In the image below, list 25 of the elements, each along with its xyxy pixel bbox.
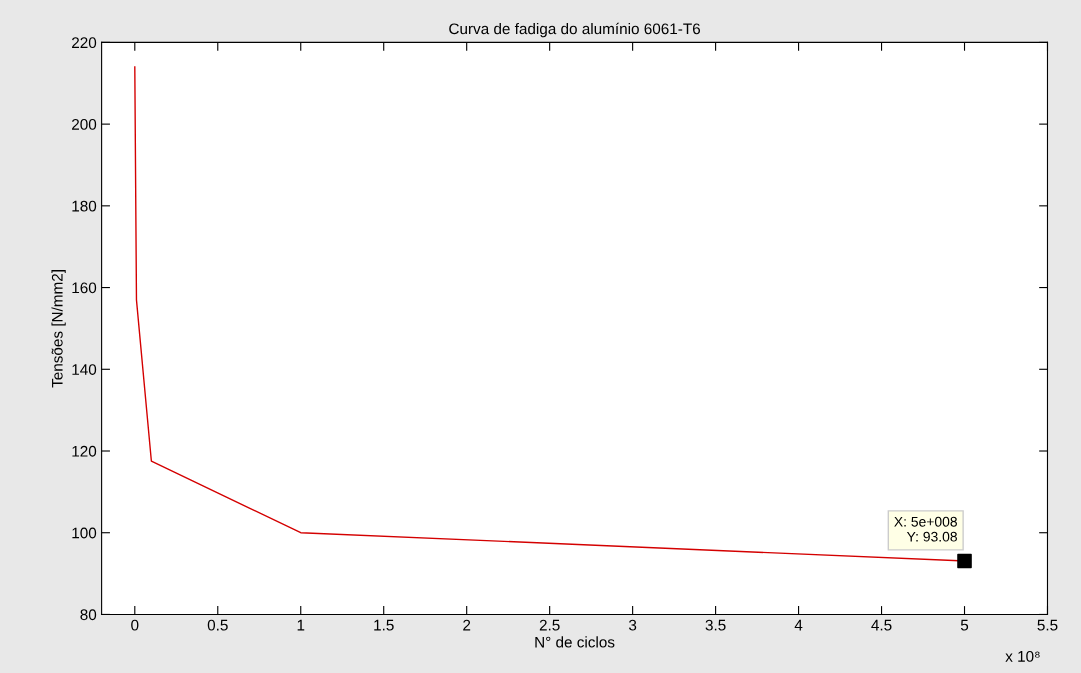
y-tick-label: 180 (72, 200, 97, 212)
x-tick-label: 1 (297, 619, 305, 631)
x-tick-label: 5 (960, 619, 969, 631)
x-tick-label: 3.5 (705, 619, 726, 631)
x-tick-label: 4 (794, 619, 803, 631)
x-tick-label: 5.5 (1037, 619, 1058, 631)
y-tick-label: 160 (72, 282, 97, 294)
chart-title: Curva de fadiga do alumínio 6061-T6 (449, 22, 701, 38)
y-tick-label: 80 (80, 609, 97, 621)
x-tick-label: 0.5 (207, 619, 228, 631)
y-tick-label: 200 (72, 118, 97, 130)
x-tick-label: 3 (628, 619, 637, 631)
y-axis-title: Tensões [N/mm2] (51, 270, 66, 388)
x-tick-label: 0 (131, 619, 139, 631)
y-tick-label: 120 (72, 445, 97, 457)
annotation: X: 5e+008 Y: 93.08 (894, 516, 957, 542)
text: x 10⁸ (1005, 650, 1040, 662)
y-tick-label: 220 (72, 37, 97, 49)
x-tick-label: 2 (463, 619, 471, 631)
x-axis-title: N° de ciclos (535, 636, 615, 648)
x-tick-label: 1.5 (374, 619, 394, 631)
y-tick-label: 140 (72, 364, 97, 375)
x-tick-label: 2.5 (539, 619, 560, 631)
x-tick-label: 4.5 (871, 619, 892, 631)
y-tick-label: 100 (72, 527, 97, 539)
